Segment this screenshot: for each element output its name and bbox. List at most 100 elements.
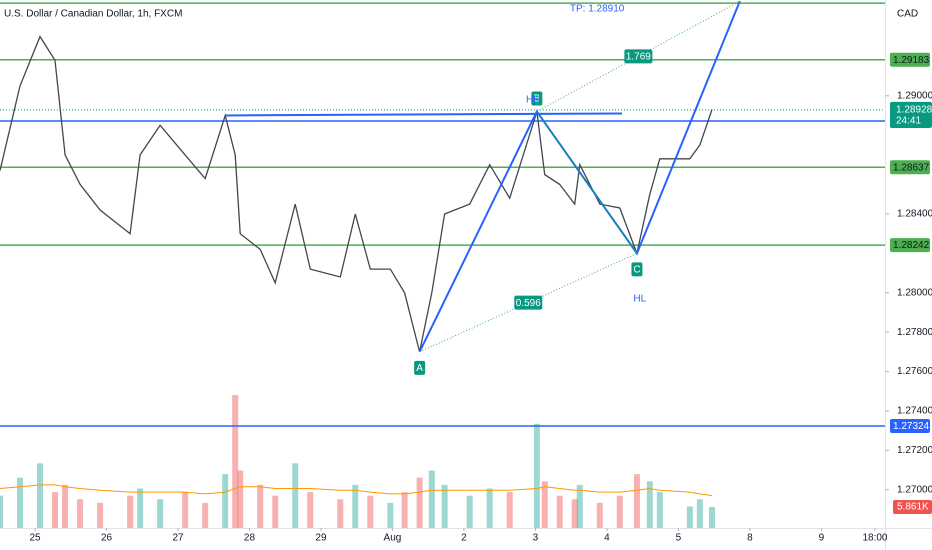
point-label-box: [531, 91, 543, 106]
target-label: TP: 1.28910: [570, 4, 625, 15]
annotation: HH: [526, 94, 540, 105]
volume-ma: [0, 484, 713, 497]
volume-label: 5.861K: [897, 502, 929, 513]
ratio-label: 0.596: [516, 298, 541, 309]
x-tick-label: Aug: [384, 533, 402, 544]
x-tick-label: 18:00: [862, 533, 887, 544]
volume-bar: [441, 484, 448, 528]
x-tick-label: 3: [533, 533, 539, 544]
volume-bar: [596, 502, 603, 528]
y-tick-label: 1.27000: [897, 484, 932, 495]
volume-bar: [202, 502, 209, 528]
volume-bar: [576, 484, 583, 528]
volume-bar: [62, 484, 69, 528]
trendline: [225, 112, 622, 117]
x-tick-label: 5: [676, 533, 682, 544]
level-label-box: [890, 238, 930, 253]
volume-bar: [292, 463, 299, 528]
x-tick-label: 28: [244, 533, 256, 544]
volume-bar: [696, 499, 703, 528]
level-label-box: [890, 418, 930, 433]
y-tick-label: 1.29000: [897, 90, 932, 101]
point-label: A: [416, 363, 423, 374]
volume-bar: [352, 484, 359, 528]
point-label-box: [631, 262, 643, 277]
level-label-box: [890, 160, 930, 175]
level-label-box: [890, 52, 930, 67]
volume-bar: [486, 488, 493, 528]
volume-bar: [222, 474, 229, 528]
volume-bar: [686, 506, 693, 528]
volume-bar: [52, 492, 59, 528]
volume-bar: [416, 477, 423, 528]
x-tick-label: 27: [172, 533, 184, 544]
countdown: 24:41: [896, 116, 921, 127]
volume-bar: [533, 423, 540, 528]
volume-bar: [633, 474, 640, 528]
volume-bar: [0, 495, 3, 528]
volume-bar: [77, 499, 84, 528]
price-line: [0, 35, 713, 353]
level-label: 1.28242: [893, 240, 930, 251]
point-label: B: [534, 94, 541, 105]
x-tick-label: 2: [461, 533, 467, 544]
x-tick-label: 29: [315, 533, 327, 544]
x-tick-label: 4: [604, 533, 610, 544]
volume-bar: [571, 499, 578, 528]
volume-bar: [37, 463, 44, 528]
volume-bar: [646, 481, 653, 528]
volume-bar: [257, 484, 264, 528]
x-tick-label: 26: [101, 533, 113, 544]
y-tick-label: 1.27200: [897, 445, 932, 456]
volume-bar: [616, 495, 623, 528]
y-tick-label: 1.27600: [897, 366, 932, 377]
ratio-label-box: [624, 49, 653, 64]
pattern-leg: [536, 111, 638, 254]
volume-bar: [506, 492, 513, 528]
volume-bar: [157, 499, 164, 528]
x-tick-label: 25: [29, 533, 41, 544]
x-tick-label: 8: [747, 533, 753, 544]
volume-bar: [401, 492, 408, 528]
chart-title: U.S. Dollar / Canadian Dollar, 1h, FXCM: [4, 9, 182, 20]
volume-bar: [541, 481, 548, 528]
y-tick-label: 1.27400: [897, 406, 932, 417]
volume-bar: [709, 506, 716, 528]
x-tick-label: 9: [819, 533, 825, 544]
annotation: HL: [633, 293, 646, 304]
current-price: 1.28928: [896, 105, 932, 116]
current-price-box: [890, 101, 932, 128]
level-label: 1.27324: [893, 421, 930, 432]
currency: CAD: [897, 9, 918, 20]
ratio-line: [419, 252, 638, 353]
volume-bar: [307, 492, 314, 528]
y-tick-label: 1.27800: [897, 327, 932, 338]
volume-bar: [17, 477, 24, 528]
volume-bar: [656, 492, 663, 528]
volume-bar: [127, 495, 134, 528]
volume-bar: [556, 495, 563, 528]
volume-bar: [97, 502, 104, 528]
point-label-box: [414, 360, 426, 375]
volume-bar: [387, 502, 394, 528]
y-tick-label: 1.28400: [897, 209, 932, 220]
volume-bar: [237, 470, 244, 528]
volume-bar: [272, 495, 279, 528]
volume-label-box: [893, 499, 932, 514]
volume-bar: [137, 488, 144, 528]
volume-bar: [367, 495, 374, 528]
volume-bar: [337, 499, 344, 528]
ratio-label: 1.769: [626, 51, 651, 62]
volume-bar: [182, 492, 189, 528]
ratio-line: [536, 0, 741, 112]
y-tick-label: 1.28000: [897, 287, 932, 298]
level-label: 1.28637: [893, 162, 930, 173]
volume-bar: [428, 470, 435, 528]
point-label: C: [633, 265, 640, 276]
ratio-label-box: [514, 295, 543, 310]
volume-bar: [232, 395, 239, 528]
volume-bar: [466, 495, 473, 528]
level-label: 1.29183: [893, 55, 930, 66]
